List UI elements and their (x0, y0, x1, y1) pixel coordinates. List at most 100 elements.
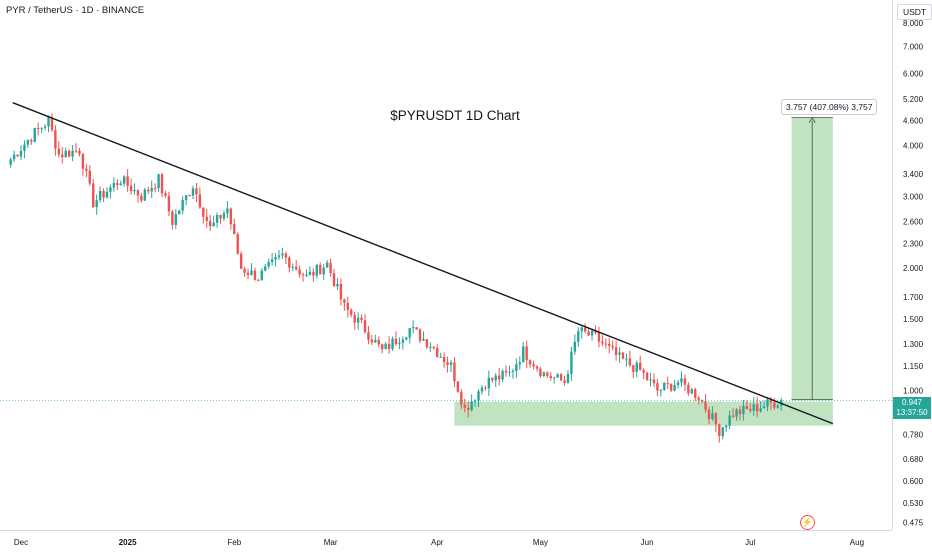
candle-body (57, 148, 61, 155)
candle-body (484, 387, 487, 389)
candle (112, 177, 116, 192)
candle (411, 320, 415, 334)
candle (694, 387, 697, 402)
candle (339, 278, 343, 306)
candle (78, 148, 81, 157)
candle-body (580, 327, 583, 332)
candle (384, 341, 387, 350)
candle (559, 373, 563, 382)
candle-body (350, 309, 353, 315)
candle-body (171, 211, 174, 225)
candle (164, 190, 167, 198)
candle (23, 140, 26, 159)
candle (618, 346, 621, 363)
candle-body (136, 190, 140, 196)
candle-body (687, 384, 690, 394)
price-scale-svg: 8.000 7.000 6.000 5.200 4.600 4.000 3.400 3.000… (903, 19, 924, 528)
candle (67, 149, 71, 158)
candle (725, 424, 728, 432)
candle (116, 178, 119, 190)
candle (281, 247, 284, 260)
candle (735, 408, 738, 421)
candle (446, 356, 449, 373)
candle-body (762, 406, 766, 409)
candle-body (281, 253, 284, 256)
candle-body (267, 262, 270, 267)
candle (19, 145, 23, 161)
candle-body (755, 404, 759, 412)
candle-body (312, 271, 315, 276)
candle-body (535, 366, 539, 369)
candle (728, 410, 731, 430)
candle-body (178, 210, 181, 215)
candle-body (518, 362, 521, 365)
candle-body (738, 409, 742, 415)
candle-body (391, 338, 394, 349)
candle-body (590, 330, 594, 336)
candle-body (673, 385, 676, 391)
time-axis[interactable]: Dec 2025 Feb Mar Apr May Jun Jul Aug (0, 530, 892, 551)
candle (518, 356, 521, 370)
candle-body (253, 270, 257, 280)
candle (50, 113, 54, 132)
candle-body (381, 344, 384, 350)
candle-body (718, 424, 721, 436)
y-tick-label: 0.530 (903, 499, 924, 508)
candle (639, 355, 642, 371)
candle-body (601, 341, 604, 344)
candle-body (184, 195, 188, 201)
candle-body (23, 144, 26, 152)
candle-body (346, 302, 349, 310)
candle-body (398, 342, 401, 345)
candle (522, 341, 525, 363)
candle-body (246, 272, 250, 275)
candle-body (277, 255, 281, 258)
candle-body (181, 200, 184, 211)
candle-body (191, 188, 195, 196)
candle-body (752, 404, 755, 411)
descending-trendline[interactable] (12, 102, 834, 425)
candle (432, 346, 435, 351)
y-tick-label: 0.680 (903, 455, 924, 464)
measure-label: 3.757 (407.08%) 3,757 (781, 99, 878, 115)
price-chart[interactable] (0, 0, 892, 530)
candle-body (532, 364, 535, 367)
candle-body (291, 266, 294, 268)
candle-body (81, 153, 85, 169)
candle (742, 399, 745, 421)
candle-body (522, 346, 525, 363)
candle (680, 371, 683, 387)
lightning-logo-icon[interactable]: ⚡ (800, 515, 815, 530)
candle-body (587, 331, 590, 336)
candle-body (511, 371, 515, 373)
candle-body (480, 387, 484, 392)
candle (98, 186, 102, 203)
candle-body (164, 193, 167, 196)
candle-body (625, 358, 628, 360)
candle-body (418, 329, 422, 341)
price-axis[interactable]: 8.000 7.000 6.000 5.200 4.600 4.000 3.400 3.000… (892, 0, 932, 530)
candle (642, 368, 645, 380)
support-zone[interactable] (454, 401, 833, 426)
y-tick-label: 7.000 (903, 42, 924, 51)
candle (315, 264, 319, 279)
y-tick-label: 3.000 (903, 192, 924, 201)
candle (583, 323, 587, 334)
candle (119, 180, 122, 186)
candle (126, 169, 129, 192)
candle-body (645, 372, 649, 380)
candle (553, 376, 556, 384)
candle (497, 367, 501, 386)
candle (12, 150, 16, 162)
currency-label[interactable]: USDT (897, 4, 932, 20)
candle-body (308, 271, 312, 275)
candle (714, 411, 718, 433)
y-tick-label: 1.150 (903, 362, 924, 371)
candle (88, 165, 91, 186)
candle (147, 186, 150, 195)
candle (625, 353, 628, 367)
candle (319, 262, 322, 275)
candle (604, 338, 607, 349)
candle-body (769, 399, 773, 403)
candle (246, 268, 250, 280)
